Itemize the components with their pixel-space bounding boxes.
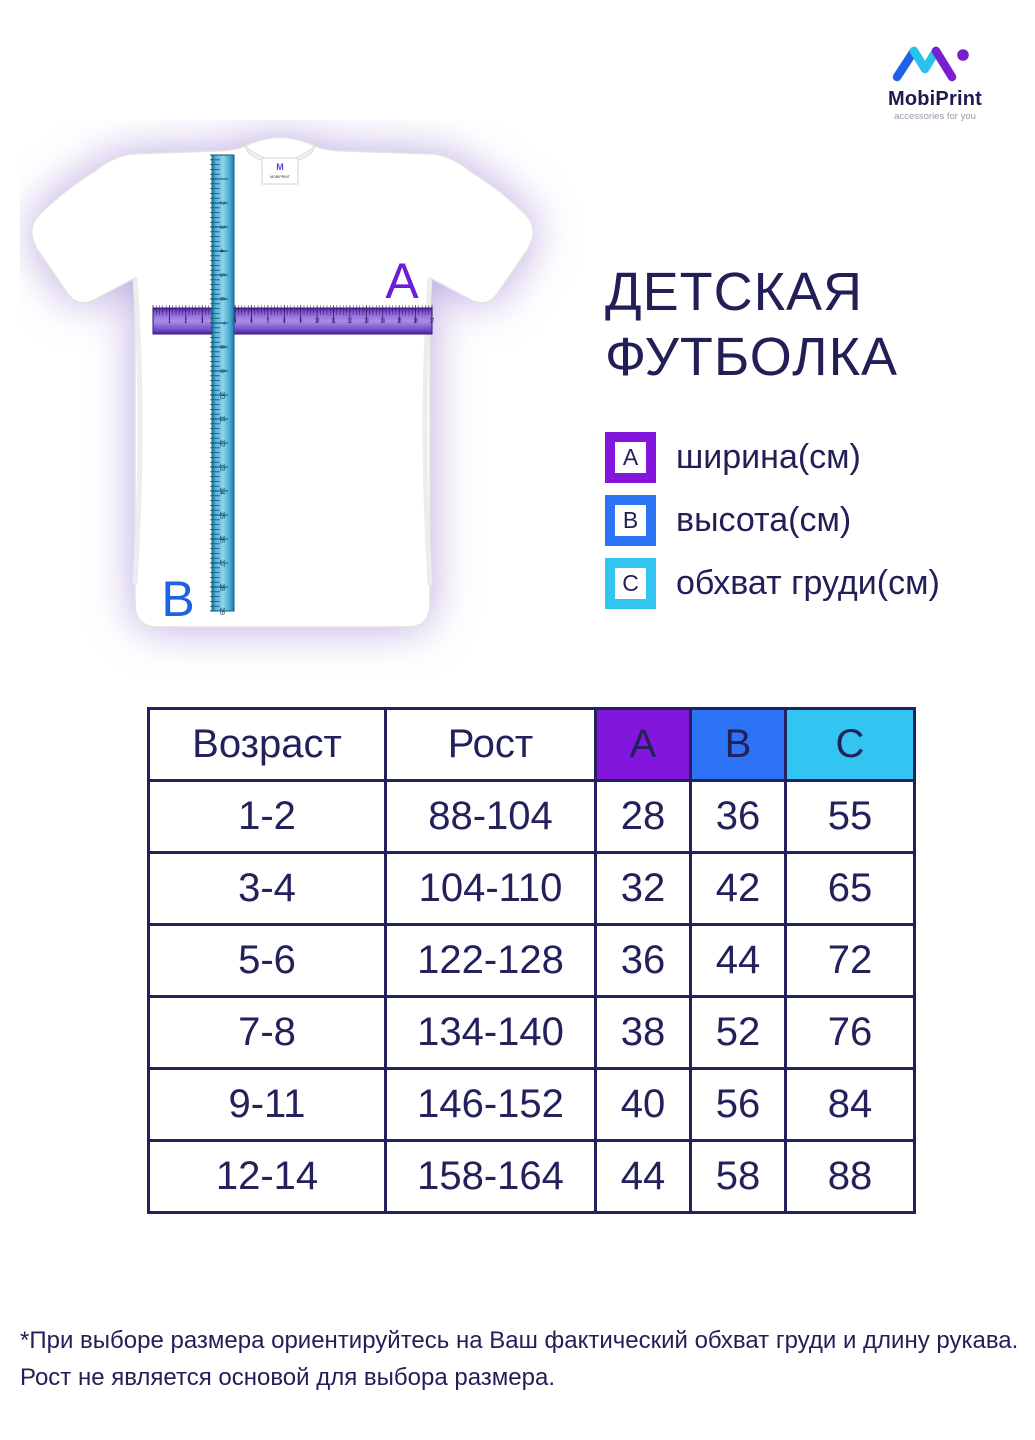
svg-text:18: 18	[218, 583, 225, 591]
svg-text:7: 7	[218, 321, 225, 325]
svg-text:3: 3	[218, 225, 225, 229]
svg-text:7: 7	[267, 318, 269, 325]
svg-text:A: A	[385, 253, 419, 309]
svg-text:16: 16	[218, 535, 225, 543]
svg-text:6: 6	[250, 318, 252, 325]
svg-text:14: 14	[218, 487, 225, 495]
svg-text:2: 2	[185, 318, 187, 325]
svg-text:8: 8	[218, 345, 225, 349]
svg-text:11: 11	[331, 318, 335, 325]
svg-text:14: 14	[381, 318, 385, 325]
svg-text:B: B	[161, 571, 194, 627]
svg-text:5: 5	[218, 273, 225, 277]
svg-text:3: 3	[201, 318, 203, 325]
svg-text:9: 9	[218, 369, 225, 373]
svg-text:9: 9	[300, 318, 302, 325]
svg-text:17: 17	[218, 559, 225, 567]
svg-text:16: 16	[413, 318, 417, 325]
svg-text:11: 11	[218, 415, 225, 422]
svg-text:10: 10	[218, 391, 225, 399]
svg-text:15: 15	[218, 511, 225, 519]
svg-text:4: 4	[218, 249, 225, 253]
svg-text:15: 15	[397, 318, 401, 325]
svg-text:13: 13	[218, 463, 225, 471]
svg-text:2: 2	[218, 201, 225, 205]
svg-text:19: 19	[218, 607, 225, 615]
svg-text:17: 17	[430, 318, 434, 325]
svg-text:8: 8	[283, 318, 285, 325]
svg-text:1: 1	[168, 318, 170, 325]
svg-text:13: 13	[364, 318, 368, 325]
svg-text:10: 10	[315, 318, 319, 325]
svg-text:12: 12	[348, 318, 352, 325]
svg-text:MOBIPRINT: MOBIPRINT	[270, 175, 291, 179]
svg-text:12: 12	[218, 439, 225, 447]
svg-text:6: 6	[218, 297, 225, 301]
svg-text:M: M	[276, 162, 284, 172]
